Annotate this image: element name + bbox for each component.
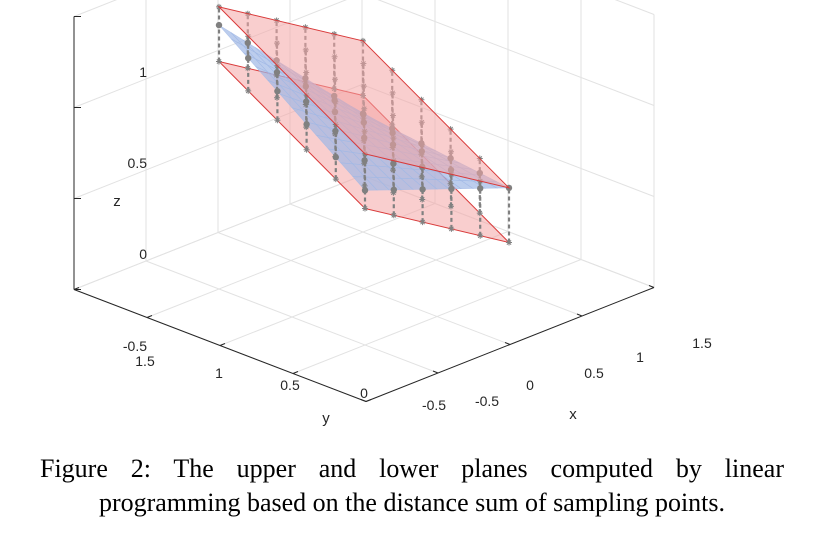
sampling-point [390,160,397,167]
plane-point-marker [244,65,251,72]
sampling-point [274,87,281,95]
plane-point-marker [273,72,280,79]
y-tick-label: -0.5 [422,397,446,413]
y-tick [365,399,372,402]
plane-point-marker [361,182,368,189]
y-tick [73,287,80,290]
plane-point-marker [448,203,454,210]
plane-point-marker [419,219,426,226]
plane-point-marker [216,58,222,65]
x-tick-label: 0.5 [584,365,604,381]
z-tick-label: 0.5 [128,155,148,171]
plane-point-marker [274,117,281,124]
upper-plane [217,6,511,189]
floor-grid-line [292,259,582,374]
z-tick-label: -0.5 [123,338,147,354]
plane-point-marker [332,130,338,137]
tick-labels: -0.5 0 0.5 1 1.5 1 0.5 0 -0.5 -0.5 0 0.5… [123,64,712,413]
plane-point-marker [303,146,310,153]
plane-point-marker [274,94,280,101]
plane-point-marker [332,176,339,183]
x-tick-label: -0.5 [475,393,499,409]
x-axis-label: x [569,406,577,423]
figure-caption: Figure 2: The upper and lower planes com… [40,454,784,517]
plane-point-marker [506,239,512,246]
x-tick [432,370,439,374]
sampling-point [215,21,223,29]
plane-point-marker [390,167,396,174]
y-tick-label: 1.5 [135,353,155,369]
z-tick-label: 0 [139,246,147,262]
x-tick-label: 1 [636,349,644,365]
x-tick [648,285,655,288]
plane-point-marker [448,225,455,232]
plane-point-marker [390,189,397,196]
x-tick-label: 0 [526,377,534,393]
floor-grid-line [146,203,436,318]
y-tick [146,315,153,318]
sampling-point [244,39,251,47]
y-tick [292,371,299,374]
plane-point-marker [362,205,368,212]
plane-point-marker [418,173,425,180]
y-tick-label: 0.5 [280,377,300,393]
z-axis-label: z [113,193,121,210]
plane-point-marker [477,232,484,239]
axes-layer [73,16,655,402]
side-wall-grid-line [377,0,655,106]
plane-point-marker [390,212,397,219]
plane-point-marker [419,196,426,203]
plane-point-marker [302,101,309,108]
y-tick-label: 1 [215,365,223,381]
plane-point-marker [303,124,310,131]
back-wall-grid-line [73,175,363,290]
x-tick [360,399,367,402]
plane-point-marker [332,153,339,160]
x-tick-label: 1.5 [692,335,712,351]
floor-grid-line [219,231,509,346]
sampling-point [361,187,369,194]
plane-point-marker [245,87,252,94]
plane-point-marker [447,180,454,187]
plane-point-marker [361,160,368,167]
y-tick [219,343,226,346]
x-tick [576,313,583,317]
z-tick-label: 1 [139,64,147,80]
plane-point-marker [476,210,483,217]
plot-layer [215,3,513,246]
y-tick-label: 0 [360,385,368,401]
y-axis-label: y [322,410,330,427]
x-tick [504,342,511,345]
